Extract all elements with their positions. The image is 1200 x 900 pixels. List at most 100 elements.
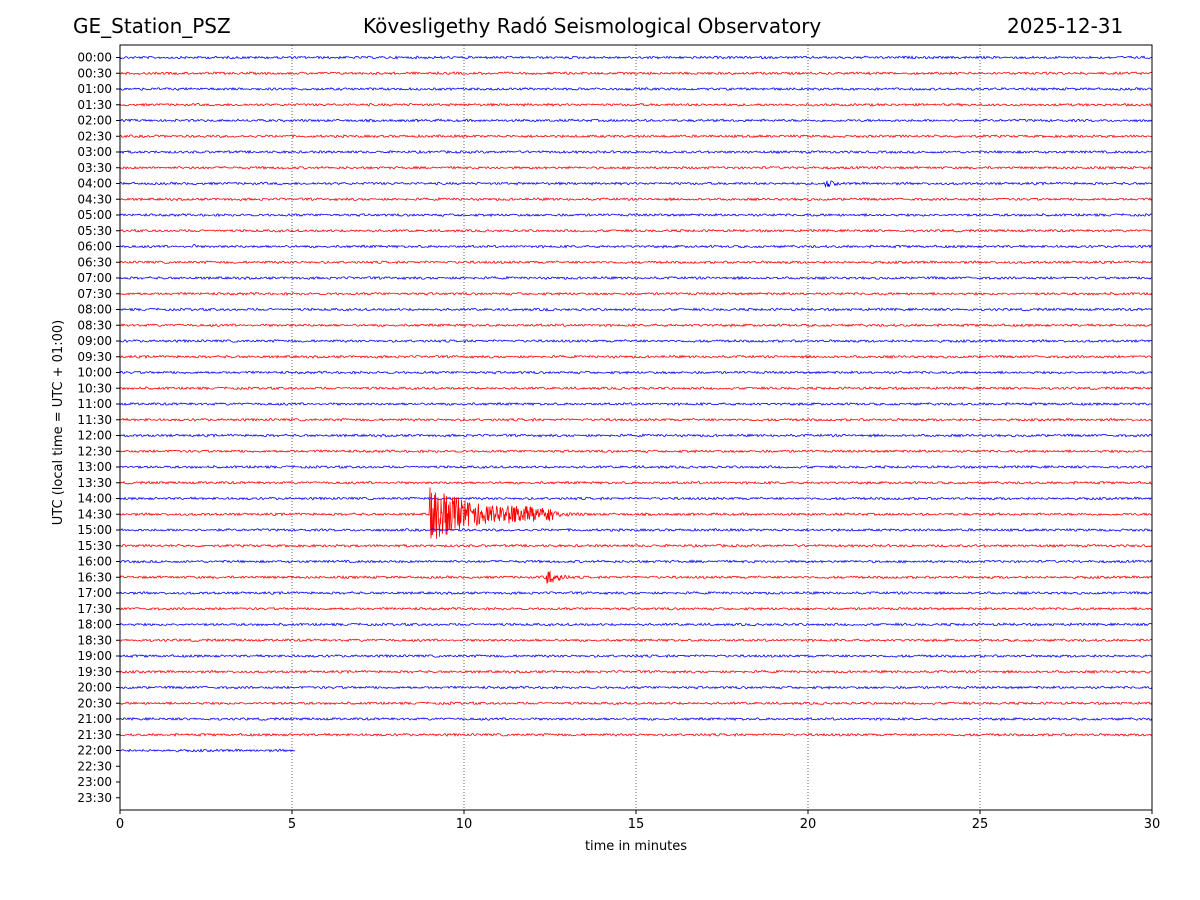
y-tick-label: 18:30 xyxy=(77,633,112,647)
x-axis-label: time in minutes xyxy=(585,839,687,854)
x-tick-label: 10 xyxy=(456,817,473,832)
trace-row-1730 xyxy=(119,606,1153,611)
y-tick-label: 11:00 xyxy=(77,397,112,411)
trace-row-1930 xyxy=(119,669,1153,675)
y-tick-label: 19:00 xyxy=(77,649,112,663)
y-tick-label: 11:30 xyxy=(77,413,112,427)
x-tick-label: 0 xyxy=(116,817,124,832)
plot-date: 2025-12-31 xyxy=(1007,14,1124,38)
trace-row-1000 xyxy=(119,370,1153,375)
station-name: GE_Station_PSZ xyxy=(73,14,231,38)
y-tick-label: 01:00 xyxy=(77,82,112,96)
y-tick-label: 05:30 xyxy=(77,224,112,238)
trace-row-2000 xyxy=(119,685,1153,690)
trace-row-2200 xyxy=(119,748,296,753)
y-tick-label: 09:00 xyxy=(77,334,112,348)
y-tick-label: 08:00 xyxy=(77,303,112,317)
trace-row-2130 xyxy=(119,732,1153,738)
trace-row-0700 xyxy=(119,275,1153,281)
trace-row-1530 xyxy=(119,543,1153,548)
y-tick-label: 13:00 xyxy=(77,460,112,474)
x-tick-label: 5 xyxy=(288,817,296,832)
trace-row-0100 xyxy=(119,86,1153,92)
trace-row-0730 xyxy=(119,291,1153,296)
y-tick-label: 19:30 xyxy=(77,665,112,679)
x-tick-label: 15 xyxy=(628,817,645,832)
trace-row-1300 xyxy=(119,464,1153,470)
trace-row-0330 xyxy=(119,165,1153,170)
y-tick-label: 06:30 xyxy=(77,255,112,269)
y-tick-label: 03:00 xyxy=(77,145,112,159)
observatory-title: Kövesligethy Radó Seismological Observat… xyxy=(363,14,822,38)
y-tick-label: 16:00 xyxy=(77,555,112,569)
y-tick-label: 10:00 xyxy=(77,366,112,380)
y-tick-label: 22:30 xyxy=(77,759,112,773)
y-tick-label: 21:30 xyxy=(77,728,112,742)
y-tick-label: 07:30 xyxy=(77,287,112,301)
trace-row-0300 xyxy=(119,149,1153,155)
x-axis-ticks: 0 5 10 15 20 25 30 xyxy=(116,810,1160,832)
y-tick-label: 14:30 xyxy=(77,507,112,521)
y-tick-label: 14:00 xyxy=(77,492,112,506)
y-tick-label: 04:00 xyxy=(77,177,112,191)
trace-row-1600 xyxy=(119,559,1153,564)
y-tick-label: 02:00 xyxy=(77,114,112,128)
trace-row-0500 xyxy=(119,212,1153,218)
y-tick-label: 07:00 xyxy=(77,271,112,285)
y-tick-label: 00:00 xyxy=(77,51,112,65)
trace-row-1900 xyxy=(119,653,1153,659)
y-tick-label: 12:30 xyxy=(77,444,112,458)
y-tick-label: 23:30 xyxy=(77,791,112,805)
trace-row-0630 xyxy=(119,260,1153,265)
trace-row-0830 xyxy=(119,323,1153,328)
y-axis-label: UTC (local time = UTC + 01:00) xyxy=(51,320,66,525)
y-tick-label: 01:30 xyxy=(77,98,112,112)
trace-row-1700 xyxy=(119,590,1153,596)
y-tick-label: 20:30 xyxy=(77,696,112,710)
y-tick-label: 23:00 xyxy=(77,775,112,789)
y-tick-label: 02:30 xyxy=(77,129,112,143)
trace-row-0430 xyxy=(119,197,1153,202)
y-tick-label: 00:30 xyxy=(77,66,112,80)
y-tick-label: 05:00 xyxy=(77,208,112,222)
trace-row-0400 xyxy=(119,180,1153,189)
trace-row-1830 xyxy=(119,638,1153,643)
x-tick-label: 30 xyxy=(1144,817,1161,832)
y-tick-label: 06:00 xyxy=(77,240,112,254)
trace-row-1400 xyxy=(119,496,1153,501)
trace-row-1630 xyxy=(119,570,1153,584)
y-tick-label: 08:30 xyxy=(77,318,112,332)
y-tick-label: 22:00 xyxy=(77,744,112,758)
trace-row-0900 xyxy=(119,338,1153,344)
y-tick-label: 15:30 xyxy=(77,539,112,553)
trace-row-0130 xyxy=(119,102,1153,107)
y-tick-label: 21:00 xyxy=(77,712,112,726)
y-tick-label: 16:30 xyxy=(77,570,112,584)
trace-row-0230 xyxy=(119,133,1153,139)
trace-row-0530 xyxy=(119,228,1153,233)
trace-row-1430 xyxy=(119,487,1153,539)
trace-row-0000 xyxy=(119,55,1153,60)
y-tick-label: 15:00 xyxy=(77,523,112,537)
trace-row-1100 xyxy=(119,401,1153,407)
x-tick-label: 20 xyxy=(800,817,817,832)
y-tick-label: 12:00 xyxy=(77,429,112,443)
trace-row-1130 xyxy=(119,417,1153,423)
trace-row-2100 xyxy=(119,716,1153,722)
trace-row-0600 xyxy=(119,243,1153,249)
trace-row-1800 xyxy=(119,622,1153,627)
trace-row-0800 xyxy=(119,307,1153,312)
vertical-gridlines xyxy=(291,45,981,810)
y-tick-label: 13:30 xyxy=(77,476,112,490)
trace-row-1230 xyxy=(119,449,1153,454)
trace-row-0930 xyxy=(119,354,1153,360)
y-tick-label: 09:30 xyxy=(77,350,112,364)
y-tick-label: 20:00 xyxy=(77,681,112,695)
y-tick-label: 03:30 xyxy=(77,161,112,175)
trace-row-0200 xyxy=(119,118,1153,123)
y-tick-label: 04:30 xyxy=(77,192,112,206)
y-tick-label: 18:00 xyxy=(77,618,112,632)
trace-row-1030 xyxy=(119,386,1153,391)
